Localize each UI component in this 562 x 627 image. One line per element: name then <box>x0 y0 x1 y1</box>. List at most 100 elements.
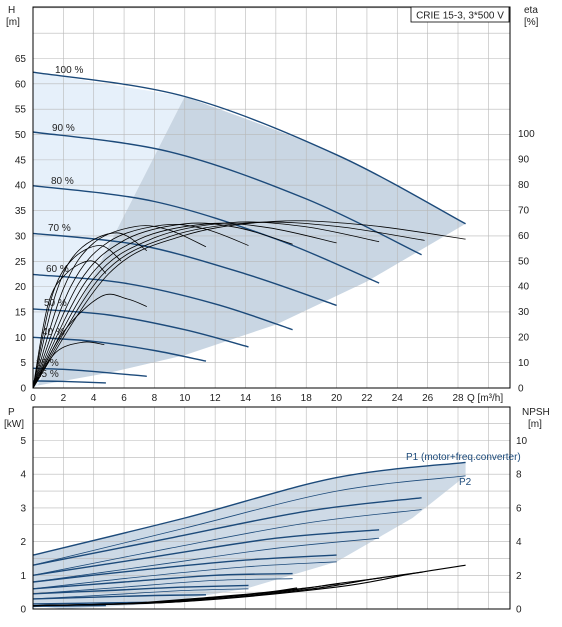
p1-curve <box>32 584 249 595</box>
y-tick-label-eta: 0 <box>518 384 524 395</box>
y-axis-unit-npsh: [m] <box>528 419 542 430</box>
speed-label: 15 % <box>36 369 59 380</box>
x-tick-label: 2 <box>61 393 67 404</box>
eta-curve <box>32 232 148 389</box>
y-tick-label-h: 25 <box>15 257 27 268</box>
eta-curve <box>32 222 293 389</box>
x-tick-label: 24 <box>392 393 404 404</box>
p2-curve <box>32 475 466 566</box>
chart-axes <box>32 6 511 389</box>
y-tick-label-npsh: 10 <box>516 436 528 447</box>
tick-labels: 0510152025303540455055606501020304050607… <box>15 54 535 404</box>
eta-curve <box>32 220 466 389</box>
qh-curve <box>32 336 207 362</box>
y-tick-label-npsh: 4 <box>516 537 522 548</box>
y-tick-label-h: 5 <box>20 358 26 369</box>
eta-curve <box>32 222 337 389</box>
y-tick-label-h: 10 <box>15 333 27 344</box>
speed-label: 80 % <box>51 176 74 187</box>
envelope-light-region <box>33 72 185 388</box>
y-tick-label-eta: 60 <box>518 231 530 242</box>
chart-grid <box>32 407 510 610</box>
x-tick-label: 10 <box>179 393 191 404</box>
qh-curve <box>32 185 380 284</box>
p2-curve <box>32 588 249 600</box>
series-label-p1: P1 (motor+freq.converter) <box>406 452 521 463</box>
p1-curve <box>32 554 337 583</box>
y-tick-label-h: 40 <box>15 181 27 192</box>
p1-curve <box>32 604 106 607</box>
x-tick-label: 20 <box>331 393 343 404</box>
speed-label: 70 % <box>48 223 71 234</box>
y-tick-label-eta: 80 <box>518 180 530 191</box>
x-tick-label: 0 <box>30 393 36 404</box>
chart-title: CRIE 15-3, 3*500 V <box>416 11 504 22</box>
y-tick-label-h: 65 <box>15 54 27 65</box>
envelope-main-region <box>37 96 466 386</box>
power-envelope <box>33 462 466 609</box>
y-tick-label-h: 45 <box>15 155 27 166</box>
plot-frame <box>32 406 511 610</box>
y-tick-label-eta: 50 <box>518 256 530 267</box>
y-tick-label-eta: 30 <box>518 307 530 318</box>
p1-curve <box>32 529 380 576</box>
y-tick-label-npsh: 2 <box>516 571 522 582</box>
qh-eta-chart: 0510152025303540455055606501020304050607… <box>6 5 539 404</box>
y-tick-label-npsh: 8 <box>516 470 522 481</box>
eta-curve <box>32 260 107 389</box>
x-tick-label: 22 <box>361 393 373 404</box>
y-tick-label-p: 3 <box>20 503 26 514</box>
chart-title-box <box>410 6 510 23</box>
p1-curve <box>32 601 147 605</box>
y-tick-label-h: 30 <box>15 231 27 242</box>
npsh-curves <box>32 564 466 607</box>
p1-curve <box>32 497 422 566</box>
qh-curve <box>32 131 422 256</box>
eta-curve <box>32 221 380 389</box>
plot-frame <box>32 6 511 389</box>
y-axis-label-p: P <box>8 407 15 418</box>
speed-labels: 100 % 90 % 80 % 70 % 60 % 50 % 40 % 25 %15 % <box>36 65 83 380</box>
tick-labels: 0 1 2 3 4 5 0 2 4 6 8 10 <box>20 436 527 616</box>
y-tick-label-p: 4 <box>20 470 26 481</box>
y-tick-label-eta: 90 <box>518 154 530 165</box>
y-tick-label-h: 50 <box>15 130 27 141</box>
speed-label: 25 % <box>36 358 59 369</box>
x-tick-label: 28 <box>452 393 464 404</box>
y-axis-unit-eta: [%] <box>524 17 539 28</box>
speed-label: 90 % <box>52 123 75 134</box>
y-tick-label-npsh: 6 <box>516 503 522 514</box>
speed-label: 100 % <box>55 65 83 76</box>
y-tick-label-h: 35 <box>15 206 27 217</box>
qh-curve <box>32 380 106 384</box>
qh-curve <box>32 308 249 348</box>
eta-curve <box>32 293 147 389</box>
y-tick-label-h: 20 <box>15 282 27 293</box>
eta-curve <box>32 225 207 389</box>
qh-curves <box>32 71 466 384</box>
p2-curve <box>32 509 422 576</box>
p1-curve <box>32 594 207 600</box>
y-tick-label-p: 0 <box>20 605 26 616</box>
y-tick-label-p: 5 <box>20 436 26 447</box>
p1-curve <box>32 572 293 590</box>
y-tick-label-h: 60 <box>15 79 27 90</box>
y-axis-unit-h: [m] <box>6 17 20 28</box>
qh-curve <box>32 71 466 225</box>
x-tick-label: 16 <box>270 393 282 404</box>
y-axis-label-eta: eta <box>524 5 538 16</box>
eta-curve <box>32 341 105 389</box>
qh-curve <box>32 273 293 331</box>
p2-curve <box>32 537 380 583</box>
y-axis-label-h: H <box>8 5 15 16</box>
y-tick-label-h: 0 <box>20 384 26 395</box>
qh-curve <box>32 232 337 307</box>
y-axis-label-npsh: NPSH <box>522 407 550 418</box>
x-tick-label: 4 <box>91 393 97 404</box>
power-npsh-chart: 0 1 2 3 4 5 0 2 4 6 8 10 P [kW] NPSH [m] P1 (motor+… <box>4 406 550 616</box>
x-axis-label: Q [m³/h] <box>467 393 503 404</box>
chart-axes <box>32 406 511 610</box>
y-tick-label-eta: 70 <box>518 205 530 216</box>
eta-curve <box>32 245 122 389</box>
